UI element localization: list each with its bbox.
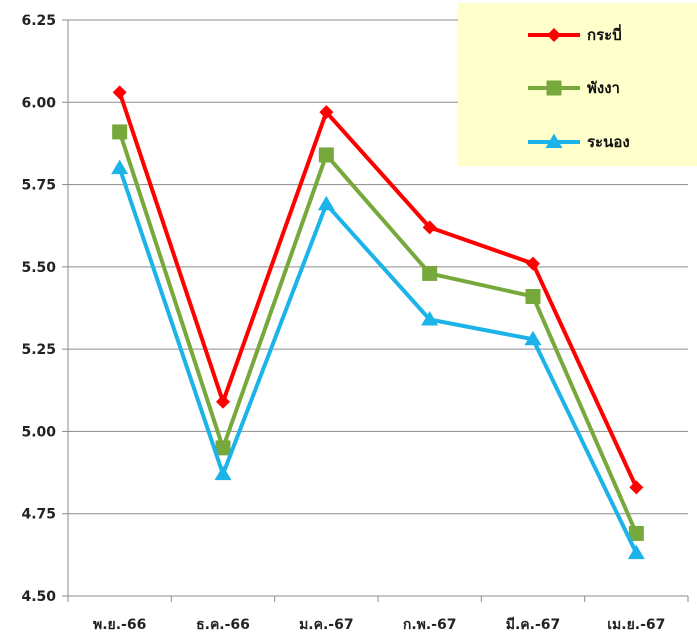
y-tick-label: 4.75 bbox=[21, 507, 56, 523]
data-point-marker bbox=[524, 330, 542, 346]
data-point-marker bbox=[216, 394, 230, 409]
y-tick-label: 5.00 bbox=[21, 424, 56, 440]
data-point-marker bbox=[628, 525, 644, 541]
legend-entry: พังงา bbox=[528, 79, 620, 97]
grid-lines bbox=[68, 19, 688, 515]
y-tick-label: 5.25 bbox=[21, 342, 56, 358]
data-point-marker bbox=[111, 159, 129, 175]
data-point-marker bbox=[112, 85, 127, 100]
series-3 bbox=[111, 159, 645, 560]
legend-marker bbox=[547, 28, 561, 42]
data-point-marker bbox=[422, 265, 438, 281]
legend-entry: ระนอง bbox=[528, 133, 630, 151]
series-1 bbox=[112, 85, 644, 495]
legend-label: ระนอง bbox=[587, 133, 630, 151]
data-point-marker bbox=[421, 311, 439, 326]
y-axis-tick-labels: 4.50 4.75 5.00 5.25 5.50 5.75 6.00 6.25 bbox=[21, 13, 56, 605]
y-tick-label: 6.00 bbox=[21, 95, 56, 111]
data-point-marker bbox=[526, 256, 540, 271]
data-point-marker bbox=[214, 465, 232, 481]
y-tick-label: 5.75 bbox=[21, 178, 56, 194]
y-tick-label: 4.50 bbox=[21, 589, 56, 605]
legend-marker bbox=[545, 133, 563, 148]
data-point-marker bbox=[112, 124, 128, 140]
data-point-marker bbox=[525, 288, 541, 304]
legend-marker bbox=[546, 80, 562, 96]
x-tick-label: ธ.ค.-66 bbox=[196, 617, 250, 633]
series-line bbox=[117, 131, 639, 535]
data-point-marker bbox=[422, 220, 437, 235]
series-2 bbox=[112, 124, 644, 541]
x-axis-tick-labels: พ.ย.-66 ธ.ค.-66 ม.ค.-67 ก.พ.-67 มี.ค.-67 เม.ย… bbox=[93, 617, 665, 633]
x-tick-label: พ.ย.-66 bbox=[93, 617, 146, 633]
data-point-marker bbox=[318, 147, 334, 163]
x-tick-label: มี.ค.-67 bbox=[506, 617, 561, 633]
x-tick-label: เม.ย.-67 bbox=[607, 617, 665, 633]
legend-entry: กระบี่ bbox=[528, 24, 622, 44]
axes bbox=[62, 19, 689, 602]
data-point-marker bbox=[319, 105, 334, 120]
x-tick-label: ก.พ.-67 bbox=[403, 617, 457, 633]
data-point-marker bbox=[629, 480, 644, 495]
legend-label: พังงา bbox=[587, 79, 620, 97]
series-group bbox=[111, 85, 645, 560]
y-tick-label: 5.50 bbox=[21, 260, 56, 276]
series-line bbox=[117, 167, 639, 555]
x-tick-label: ม.ค.-67 bbox=[299, 617, 354, 633]
legend-label: กระบี่ bbox=[587, 24, 622, 44]
legend-box bbox=[458, 3, 697, 166]
y-tick-label: 6.25 bbox=[21, 13, 56, 29]
data-point-marker bbox=[215, 440, 231, 456]
series-line bbox=[117, 91, 639, 489]
data-point-marker bbox=[317, 195, 335, 211]
data-point-marker bbox=[627, 544, 645, 560]
